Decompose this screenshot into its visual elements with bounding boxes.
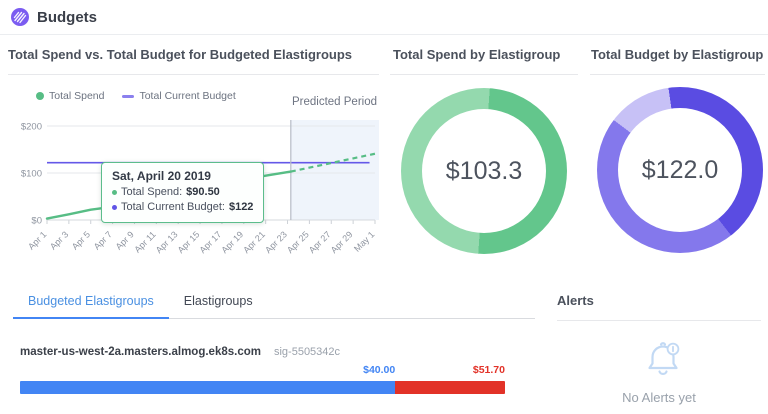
bar-budget-label: $51.70 <box>472 364 505 376</box>
total-spend-dot-icon <box>36 92 44 100</box>
svg-text:Apr 15: Apr 15 <box>176 229 202 255</box>
elastigroup-name: master-us-west-2a.masters.almog.ek8s.com <box>20 346 261 358</box>
tooltip-budget-value: $122 <box>228 201 254 213</box>
elastigroup-row[interactable]: master-us-west-2a.masters.almog.ek8s.com… <box>20 346 340 358</box>
tooltip-spend-label: Total Spend: <box>121 186 183 198</box>
tooltip-date: Sat, April 20 2019 <box>112 169 211 183</box>
alerts-title: Alerts <box>557 293 594 308</box>
spend-vs-budget-divider <box>8 74 379 75</box>
spend-vs-budget-title: Total Spend vs. Total Budget for Budgete… <box>8 47 353 62</box>
total-budget-donut-chart[interactable]: $122.0 <box>597 87 763 253</box>
tooltip-total-spend: Total Spend: $90.50 <box>112 185 253 200</box>
total-current-budget-dash-icon <box>122 94 135 98</box>
svg-text:May 1: May 1 <box>352 229 376 253</box>
bell-icon <box>648 342 680 375</box>
tooltip-budget-bullet-icon <box>112 205 117 210</box>
total-spend-donut-hole: $103.3 <box>422 109 546 233</box>
svg-text:Apr 13: Apr 13 <box>154 229 180 255</box>
legend-total-spend[interactable]: Total Spend <box>36 90 104 102</box>
total-spend-divider <box>390 74 578 75</box>
legend-total-current-budget[interactable]: Total Current Budget <box>122 90 236 102</box>
no-alerts-text: No Alerts yet <box>622 390 696 405</box>
spotinst-logo-icon[interactable] <box>11 8 29 26</box>
svg-text:$0: $0 <box>31 216 42 227</box>
tooltip-total-current-budget: Total Current Budget: $122 <box>112 200 253 215</box>
elastigroup-sig: sig-5505342c <box>273 346 341 358</box>
bar-over-segment <box>395 381 505 394</box>
page-title: Budgets <box>37 8 97 26</box>
svg-text:Apr 7: Apr 7 <box>92 229 114 251</box>
svg-text:Apr 3: Apr 3 <box>48 229 70 251</box>
predicted-period-label: Predicted Period <box>291 96 377 108</box>
tooltip-budget-label: Total Current Budget: <box>121 201 225 213</box>
tooltip-spend-bullet-icon <box>112 190 117 195</box>
svg-text:Apr 21: Apr 21 <box>241 229 267 255</box>
total-spend-donut-chart[interactable]: $103.3 <box>401 88 567 254</box>
bar-spend-segment <box>20 381 396 394</box>
tooltip-spend-value: $90.50 <box>186 186 220 198</box>
total-budget-value: $122.0 <box>641 155 719 184</box>
chart-tooltip: Sat, April 20 2019 Total Spend: $90.50 T… <box>101 162 265 223</box>
legend-total-current-budget-label: Total Current Budget <box>139 90 236 102</box>
chart-legend: Total Spend Total Current Budget <box>36 90 236 102</box>
bar-spend-label: $40.00 <box>363 364 396 376</box>
svg-text:Apr 11: Apr 11 <box>132 229 157 254</box>
budget-usage-bar[interactable] <box>20 381 505 394</box>
svg-text:Apr 25: Apr 25 <box>285 229 311 255</box>
svg-text:$200: $200 <box>21 122 42 133</box>
svg-text:Apr 23: Apr 23 <box>263 229 289 255</box>
total-spend-donut-title: Total Spend by Elastigroup <box>393 47 561 62</box>
svg-text:Apr 17: Apr 17 <box>198 229 224 255</box>
tab-elastigroups[interactable]: Elastigroups <box>183 294 253 308</box>
svg-text:Apr 29: Apr 29 <box>329 229 355 255</box>
tab-budgeted-elastigroups[interactable]: Budgeted Elastigroups <box>13 289 169 319</box>
legend-total-spend-label: Total Spend <box>49 90 105 102</box>
svg-text:$100: $100 <box>21 169 42 180</box>
total-spend-value: $103.3 <box>445 156 523 185</box>
total-budget-divider <box>590 74 765 75</box>
svg-text:Apr 27: Apr 27 <box>307 229 333 255</box>
header: Budgets <box>0 0 768 35</box>
elastigroups-tabs: Budgeted Elastigroups Elastigroups <box>13 289 535 319</box>
total-budget-donut-title: Total Budget by Elastigroup <box>591 47 764 62</box>
alerts-divider <box>557 320 761 321</box>
total-budget-donut-hole: $122.0 <box>618 108 742 232</box>
svg-text:Apr 1: Apr 1 <box>26 229 48 251</box>
svg-text:Apr 19: Apr 19 <box>219 229 245 255</box>
svg-text:Apr 5: Apr 5 <box>70 229 92 251</box>
